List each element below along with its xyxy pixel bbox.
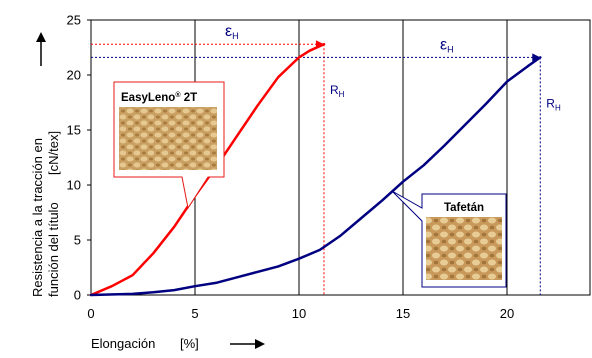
x-tick-label: 15 bbox=[396, 306, 410, 321]
y-tick-label: 0 bbox=[74, 288, 81, 303]
epsilon-arrowhead-icon bbox=[532, 53, 541, 62]
y-axis-title: Resistencia a la tracción en función del… bbox=[30, 32, 61, 297]
x-tick-label: 0 bbox=[87, 306, 94, 321]
x-tick-label: 10 bbox=[292, 306, 306, 321]
r-h-label: RH bbox=[546, 96, 561, 112]
y-tick-label: 15 bbox=[67, 123, 81, 138]
x-axis-label: Elongación bbox=[91, 336, 155, 351]
y-axis-arrow-icon bbox=[36, 32, 46, 66]
y-tick-labels: 0 5 10 15 20 25 bbox=[67, 13, 91, 303]
x-axis-title: Elongación [%] bbox=[91, 336, 265, 351]
y-tick-label: 5 bbox=[74, 233, 81, 248]
x-tick-label: 20 bbox=[500, 306, 514, 321]
x-tick-labels: 0 5 10 15 20 bbox=[87, 306, 514, 321]
x-axis-unit: [%] bbox=[180, 336, 199, 351]
epsilon-h-label: εH bbox=[225, 23, 239, 41]
y-axis-unit: [cN/tex] bbox=[46, 131, 61, 175]
tafetan-series-line bbox=[89, 56, 542, 297]
y-axis-label-line2: función del título bbox=[46, 202, 61, 297]
epsilon-h-label: εH bbox=[440, 36, 454, 54]
y-tick-label: 10 bbox=[67, 178, 81, 193]
y-tick-label: 25 bbox=[67, 13, 81, 28]
easyleno-label: EasyLeno® 2T bbox=[121, 91, 197, 104]
easyleno-callout: EasyLeno® 2T bbox=[113, 81, 225, 210]
y-tick-label: 20 bbox=[67, 68, 81, 83]
x-axis-arrow-icon bbox=[230, 339, 265, 349]
easyleno-fabric-image bbox=[119, 107, 217, 170]
x-tick-label: 5 bbox=[191, 306, 198, 321]
guide-lines: εH RH εH RH bbox=[91, 23, 561, 295]
tafetan-fabric-image bbox=[426, 217, 502, 280]
tafetan-label: Tafetán bbox=[444, 202, 484, 214]
y-axis-label-line1: Resistencia a la tracción en bbox=[30, 138, 45, 297]
r-h-label: RH bbox=[330, 83, 345, 99]
tafetan-callout: Tafetán bbox=[391, 190, 507, 288]
